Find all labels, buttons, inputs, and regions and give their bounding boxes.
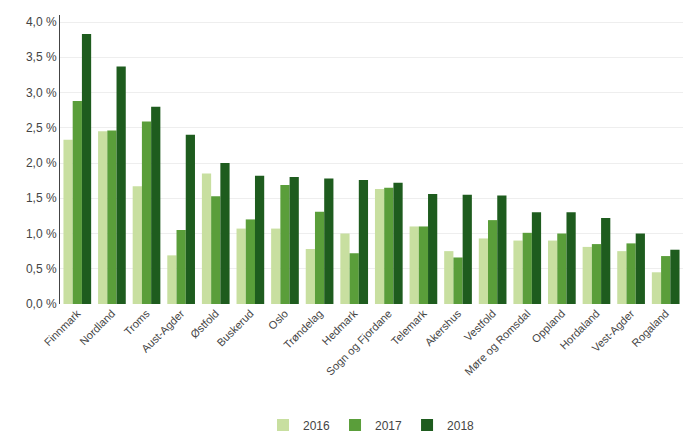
svg-text:Vest-Agder: Vest-Agder [589,307,636,354]
svg-text:Buskerud: Buskerud [214,307,255,348]
svg-text:3,5 %: 3,5 % [26,50,57,64]
svg-text:Østfold: Østfold [188,307,221,340]
svg-text:Sogn og Fjordane: Sogn og Fjordane [324,307,394,377]
svg-text:2018: 2018 [447,419,474,433]
svg-text:Oppland: Oppland [529,307,567,345]
svg-text:0,5 %: 0,5 % [26,262,57,276]
svg-text:1,0 %: 1,0 % [26,227,57,241]
svg-text:Finnmark: Finnmark [42,307,83,348]
svg-text:Møre og Romsdal: Møre og Romsdal [462,307,532,377]
svg-text:Troms: Troms [122,307,153,338]
svg-text:Vestfold: Vestfold [462,307,498,343]
svg-text:1,5 %: 1,5 % [26,191,57,205]
svg-text:Hedmark: Hedmark [319,307,359,347]
svg-text:Hordaland: Hordaland [557,307,601,351]
svg-text:Rogaland: Rogaland [629,307,671,349]
svg-text:2016: 2016 [303,419,330,433]
svg-text:2,5 %: 2,5 % [26,121,57,135]
svg-text:2017: 2017 [375,419,402,433]
svg-text:0,0 %: 0,0 % [26,297,57,311]
svg-text:Trøndelag: Trøndelag [281,307,325,351]
svg-text:Nordland: Nordland [77,307,117,347]
svg-text:2,0 %: 2,0 % [26,156,57,170]
svg-text:Akershus: Akershus [422,307,463,348]
svg-text:4,0 %: 4,0 % [26,15,57,29]
svg-text:Oslo: Oslo [266,307,290,331]
svg-text:3,0 %: 3,0 % [26,86,57,100]
svg-text:Aust-Agder: Aust-Agder [139,307,187,355]
svg-text:Telemark: Telemark [389,307,429,347]
